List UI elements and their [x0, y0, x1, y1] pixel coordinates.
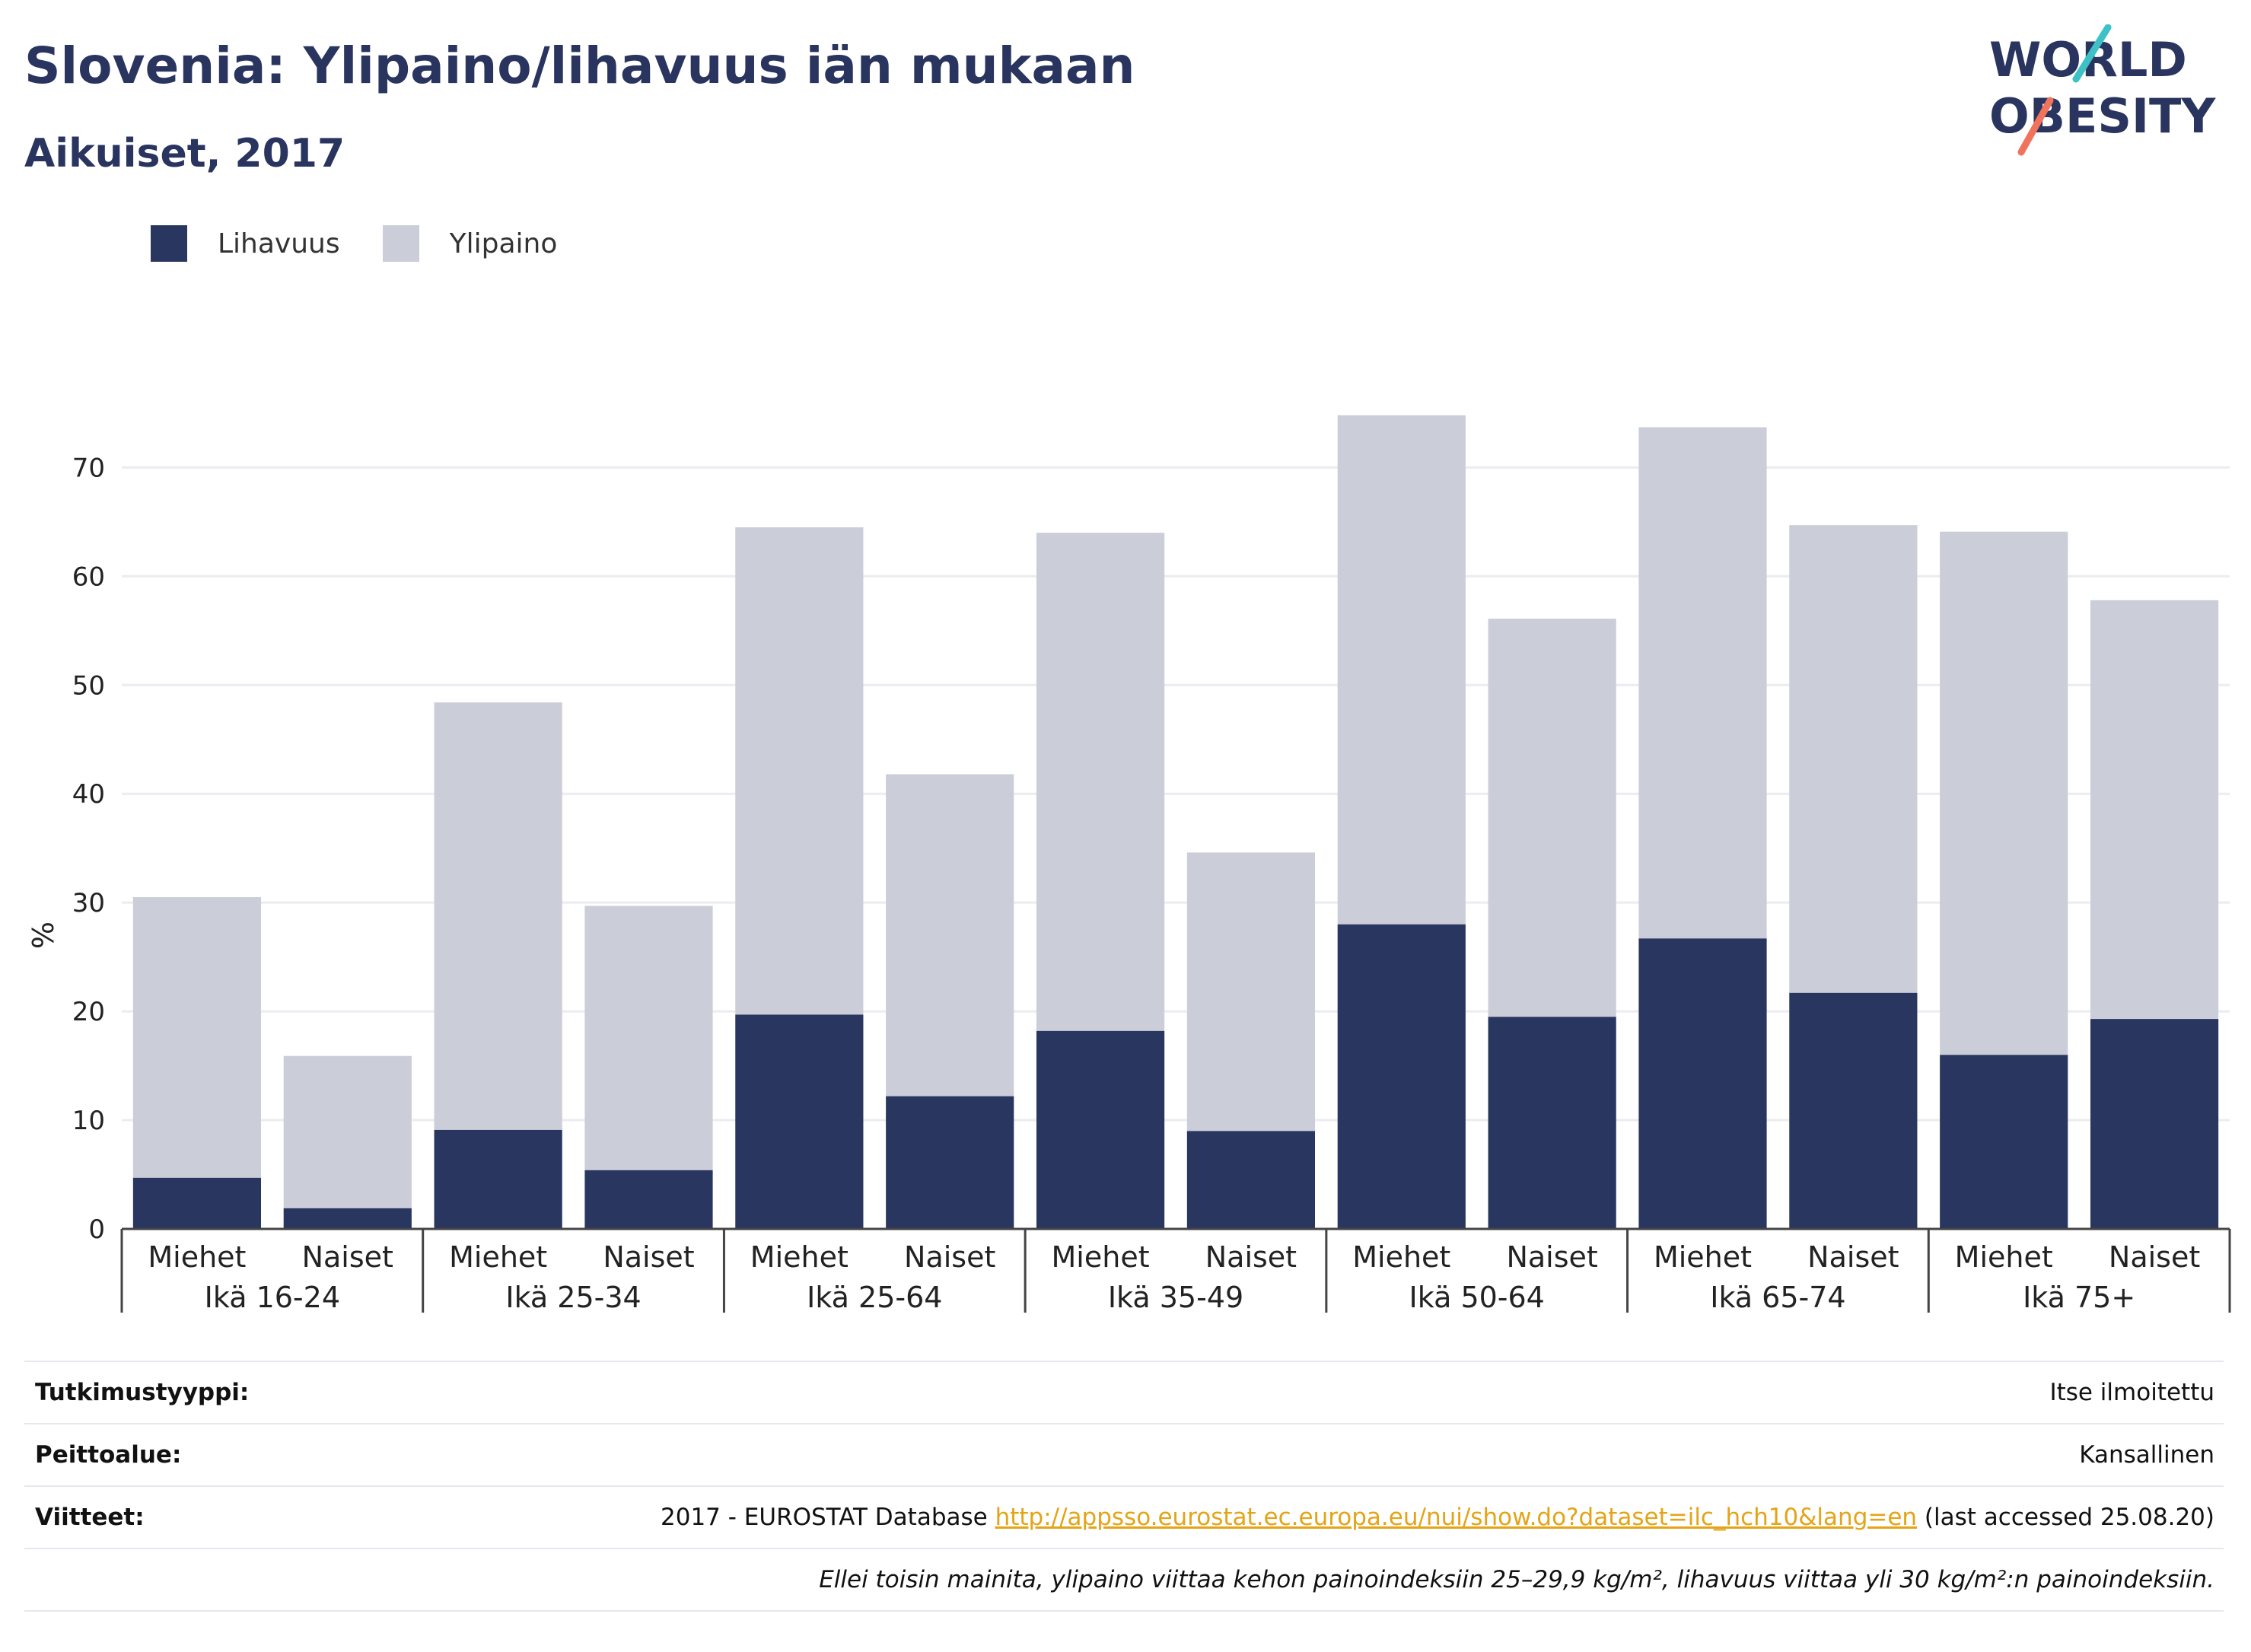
bar-overweight: [1940, 531, 2068, 1055]
x-category-label: Miehet: [1052, 1240, 1150, 1274]
bar-overweight: [1036, 533, 1165, 1031]
x-category-label: Naiset: [1205, 1240, 1297, 1274]
bar-overweight: [584, 906, 713, 1170]
x-group-label: Ikä 65-74: [1710, 1281, 1845, 1314]
info-row-references: Viitteet: 2017 - EUROSTAT Database http:…: [24, 1485, 2224, 1548]
x-category-label: Naiset: [302, 1240, 393, 1274]
bar-overweight: [1638, 427, 1767, 939]
y-tick-label: 0: [88, 1214, 105, 1245]
x-category-label: Naiset: [904, 1240, 995, 1274]
y-tick-label: 10: [72, 1106, 105, 1136]
bar-obesity: [735, 1014, 864, 1229]
bar-obesity: [1036, 1030, 1165, 1229]
x-group-label: Ikä 50-64: [1409, 1281, 1545, 1314]
bar-overweight: [2090, 600, 2219, 1020]
y-tick-label: 20: [72, 997, 105, 1027]
chart-subtitle: Aikuiset, 2017: [24, 131, 345, 177]
axis-layer: 0 10 20 30 40 50 60 70% Miehet Naiset Miehet Naiset…: [27, 453, 2231, 1314]
x-group-label: Ikä 25-34: [505, 1281, 641, 1314]
bar-obesity: [1789, 992, 1918, 1229]
bar-obesity: [1337, 924, 1466, 1229]
y-axis-label: %: [27, 921, 60, 949]
info-row-coverage: Peittoalue: Kansallinen: [24, 1423, 2224, 1485]
info-row-study-type: Tutkimustyyppi: Itse ilmoitettu: [24, 1361, 2224, 1423]
bar-obesity: [1488, 1017, 1616, 1229]
bar-obesity: [1186, 1131, 1316, 1229]
coverage-label: Peittoalue:: [35, 1441, 182, 1469]
coverage-value: Kansallinen: [2079, 1441, 2214, 1469]
bar-overweight: [886, 774, 1014, 1097]
references-suffix: (last accessed 25.08.20): [1924, 1504, 2214, 1531]
bar-obesity: [1638, 938, 1767, 1229]
x-group-label: Ikä 16-24: [205, 1281, 340, 1314]
definition-note: Ellei toisin mainita, ylipaino viittaa k…: [819, 1566, 2214, 1593]
y-tick-label: 60: [72, 562, 105, 592]
x-category-label: Miehet: [449, 1240, 547, 1274]
bar-obesity: [584, 1170, 713, 1229]
bar-overweight: [1789, 525, 1918, 993]
x-group-label: Ikä 75+: [2023, 1281, 2135, 1314]
bar-obesity: [1940, 1055, 2068, 1229]
bar-obesity: [886, 1096, 1014, 1229]
bar-obesity: [283, 1208, 412, 1229]
x-category-label: Naiset: [603, 1240, 694, 1274]
x-category-label: Naiset: [1506, 1240, 1597, 1274]
legend-swatch-obesity: [151, 225, 187, 262]
y-tick-label: 30: [72, 888, 105, 918]
references-label: Viitteet:: [35, 1504, 145, 1531]
chart-legend: Lihavuus Ylipaino: [151, 225, 600, 262]
logo-slash-coral: [2017, 97, 2054, 156]
bar-overweight: [283, 1055, 412, 1208]
x-category-label: Naiset: [1807, 1240, 1899, 1274]
bar-overweight: [1337, 415, 1466, 925]
x-category-label: Miehet: [1654, 1240, 1752, 1274]
logo-slash-teal: [2072, 24, 2112, 83]
logo-word-obesity: OBESITY: [1989, 88, 2216, 144]
chart-title: Slovenia: Ylipaino/lihavuus iän mukaan: [24, 37, 1135, 95]
x-category-label: Miehet: [148, 1240, 246, 1274]
x-category-label: Miehet: [1955, 1240, 2053, 1274]
bar-overweight: [132, 897, 262, 1178]
x-group-label: Ikä 35-49: [1108, 1281, 1243, 1314]
y-tick-label: 70: [72, 453, 105, 483]
study-type-label: Tutkimustyyppi:: [35, 1379, 250, 1406]
bar-layer: [132, 415, 2219, 1229]
y-tick-label: 40: [72, 779, 105, 810]
y-tick-label: 50: [72, 670, 105, 701]
x-category-label: Naiset: [2109, 1240, 2200, 1274]
legend-swatch-overweight: [382, 225, 419, 262]
bar-overweight: [735, 527, 864, 1015]
references-prefix: 2017 - EUROSTAT Database: [661, 1504, 988, 1531]
world-obesity-logo: WORLD OBESITY: [1989, 24, 2216, 156]
x-category-label: Miehet: [1352, 1240, 1450, 1274]
legend-label-obesity: Lihavuus: [218, 228, 340, 259]
bar-obesity: [2090, 1019, 2219, 1229]
bar-chart: 0 10 20 30 40 50 60 70% Miehet Naiset Miehet Naiset…: [27, 415, 2231, 1314]
info-row-note: Ellei toisin mainita, ylipaino viittaa k…: [24, 1548, 2224, 1612]
legend-label-overweight: Ylipaino: [449, 228, 558, 259]
study-type-value: Itse ilmoitettu: [2049, 1379, 2214, 1406]
bar-overweight: [1186, 852, 1316, 1132]
bar-overweight: [434, 702, 562, 1130]
bar-obesity: [434, 1129, 562, 1229]
bar-obesity: [132, 1177, 262, 1229]
x-category-label: Miehet: [750, 1240, 849, 1274]
eurostat-link[interactable]: http://appsso.eurostat.ec.europa.eu/nui/…: [995, 1504, 1918, 1531]
references-value: 2017 - EUROSTAT Database http://appsso.e…: [661, 1504, 2214, 1531]
bar-overweight: [1488, 619, 1616, 1017]
x-group-label: Ikä 25-64: [807, 1281, 942, 1314]
